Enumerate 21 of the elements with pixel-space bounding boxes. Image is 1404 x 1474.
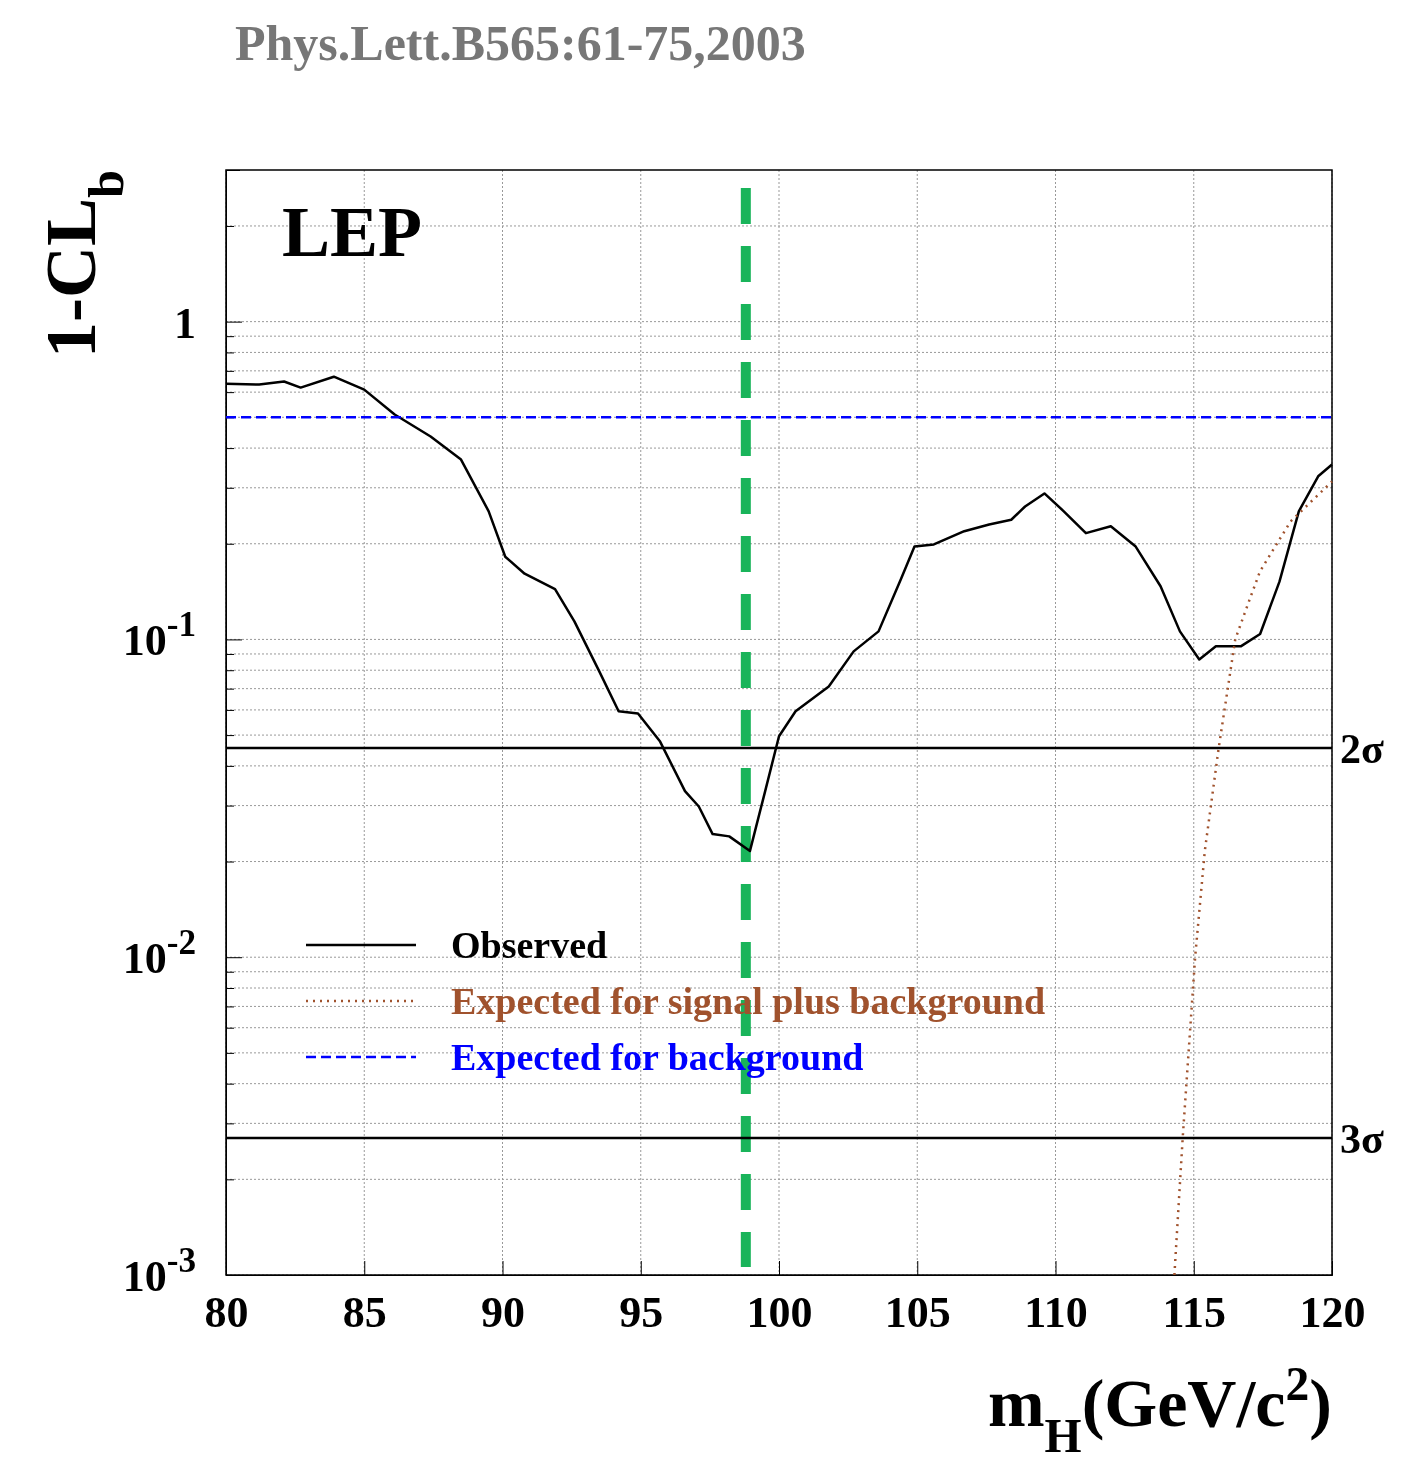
- x-tick-label: 90: [481, 1288, 525, 1337]
- y-tick-label: 10$^{-2}$: [122, 922, 196, 984]
- x-tick-label: 95: [619, 1288, 664, 1337]
- x-tick-label: 120: [1299, 1288, 1366, 1337]
- legend-label: Expected for background: [451, 1036, 864, 1079]
- ref-line-label: 3σ: [1340, 1115, 1384, 1162]
- legend-label: Observed: [451, 924, 608, 967]
- x-tick-label: 115: [1162, 1288, 1227, 1337]
- x-tick-label: 105: [884, 1288, 951, 1337]
- x-tick-label: 100: [746, 1288, 813, 1337]
- x-tick-label: 110: [1024, 1288, 1088, 1337]
- ref-line-label: 2σ: [1340, 725, 1384, 772]
- y-tick-label: 10$^{-1}$: [122, 604, 196, 666]
- legend-label: Expected for signal plus background: [451, 980, 1046, 1023]
- x-axis-title: m$_{H}$(GeV/c$^{2}$): [987, 1358, 1332, 1462]
- text: Phys.Lett.B565:61-75,2003: [235, 15, 806, 71]
- y-tick-label: 1: [174, 298, 196, 348]
- x-tick-label: 85: [342, 1288, 387, 1337]
- x-tick-label: 80: [204, 1288, 249, 1337]
- y-tick-label: 10$^{-3}$: [122, 1240, 196, 1301]
- annotation: LEP: [282, 192, 423, 272]
